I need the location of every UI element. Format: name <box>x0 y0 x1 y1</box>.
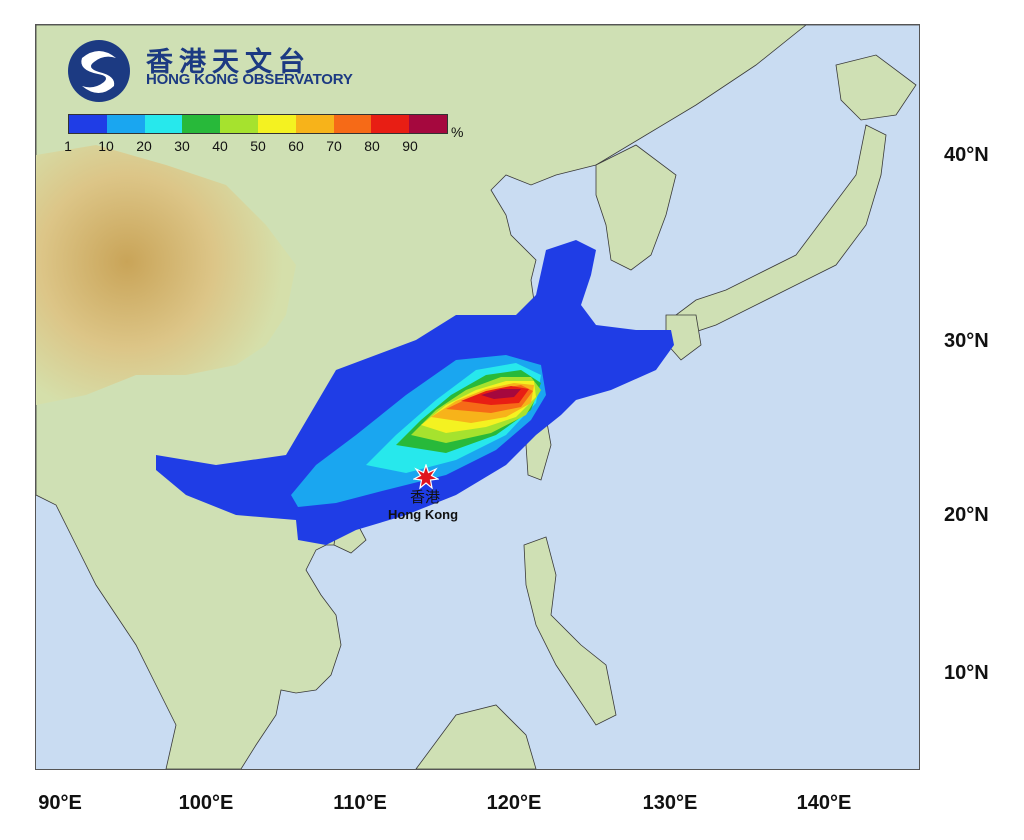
lat-label-30n: 30°N <box>944 330 989 352</box>
philippines-islands <box>523 536 617 726</box>
swath-band-90 <box>481 389 521 399</box>
legend-unit: % <box>451 124 464 140</box>
legend-swatch-0 <box>69 115 107 133</box>
borneo-coast <box>415 704 537 769</box>
legend-swatch-6 <box>295 115 334 133</box>
legend-tick-label: 20 <box>136 138 152 154</box>
hong-kong-label-zh: 香港 <box>410 488 441 506</box>
legend-swatch-7 <box>333 115 372 133</box>
lon-label-110e: 110°E <box>333 792 387 814</box>
lat-label-40n: 40°N <box>944 144 989 166</box>
legend-swatch-9 <box>409 115 447 133</box>
logo-title-zh: 香港天文台 <box>146 47 311 78</box>
legend-colorbar <box>68 114 448 134</box>
legend-tick-label: 70 <box>326 138 342 154</box>
lat-label-20n: 20°N <box>944 504 989 526</box>
legend-tick-label: 1 <box>64 138 72 154</box>
japan-hokkaido <box>835 54 917 121</box>
lon-label-140e: 140°E <box>796 792 852 814</box>
map-frame <box>35 24 920 770</box>
legend-swatch-5 <box>257 115 296 133</box>
highland-area <box>36 145 296 405</box>
hko-logo: 香港天文台 HONG KONG OBSERVATORY <box>64 38 384 104</box>
legend-tick-label: 50 <box>250 138 266 154</box>
legend-tick-label: 10 <box>98 138 114 154</box>
legend-tick-label: 40 <box>212 138 228 154</box>
hko-emblem-icon <box>68 40 130 102</box>
logo-title-en: HONG KONG OBSERVATORY <box>146 71 353 88</box>
lon-label-100e: 100°E <box>178 792 234 814</box>
legend-swatch-4 <box>220 115 258 133</box>
hong-kong-label-en: Hong Kong <box>388 507 459 522</box>
korea-peninsula <box>595 144 677 271</box>
legend-tick-label: 30 <box>174 138 190 154</box>
legend-tick-label: 80 <box>364 138 380 154</box>
probability-swath <box>156 240 674 545</box>
lon-label-130e: 130°E <box>642 792 698 814</box>
lat-label-10n: 10°N <box>944 662 989 684</box>
legend-swatch-1 <box>106 115 145 133</box>
probability-legend: % 1 10 20 30 40 50 60 70 80 90 <box>64 114 468 156</box>
legend-tick-label: 60 <box>288 138 304 154</box>
legend-swatch-2 <box>144 115 183 133</box>
red-star-icon <box>413 464 439 490</box>
map-canvas <box>36 25 919 769</box>
lon-label-90e: 90°E <box>38 792 82 814</box>
legend-tick-label: 90 <box>402 138 418 154</box>
legend-swatch-3 <box>182 115 221 133</box>
legend-swatch-8 <box>371 115 410 133</box>
lon-label-120e: 120°E <box>486 792 542 814</box>
